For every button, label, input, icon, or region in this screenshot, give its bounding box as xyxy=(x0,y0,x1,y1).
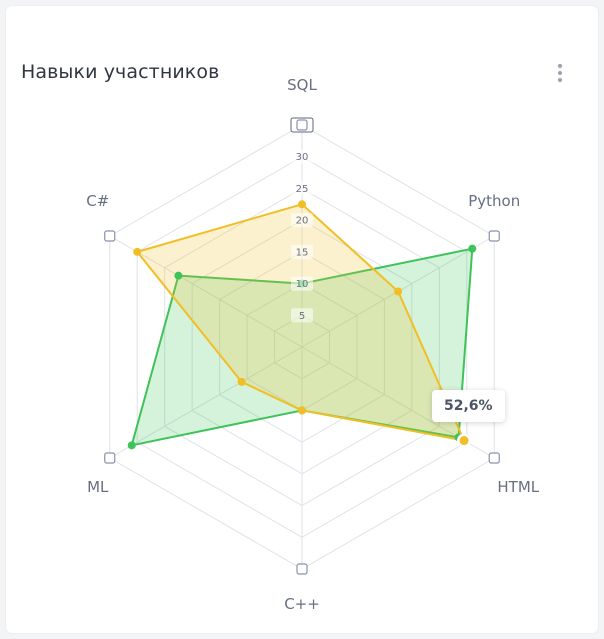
series-green-point xyxy=(174,271,183,280)
tick-label-bg xyxy=(291,244,313,259)
axis-marker xyxy=(104,452,116,464)
series-yellow-point xyxy=(133,247,142,256)
tick-label-bg xyxy=(291,181,313,196)
series-yellow-point xyxy=(394,287,403,296)
tick-label-bg xyxy=(291,276,313,291)
series-green-point xyxy=(468,244,477,253)
axis-label: ML xyxy=(87,478,109,496)
chart-title: Навыки участников xyxy=(21,61,220,83)
tick-label-bg xyxy=(291,213,313,228)
tick-label-bg xyxy=(291,308,313,323)
axis-marker xyxy=(296,119,308,131)
series-green-point xyxy=(127,441,136,450)
axis-marker xyxy=(488,230,500,242)
tick-label: 15 xyxy=(296,247,309,258)
axis-marker xyxy=(296,563,308,575)
grid-spoke xyxy=(109,346,303,459)
axis-label: C# xyxy=(86,192,109,210)
data-tooltip: 52,6% xyxy=(432,390,505,422)
axis-marker xyxy=(104,230,116,242)
more-menu-icon[interactable] xyxy=(550,60,570,86)
axis-label: Python xyxy=(468,192,520,210)
axis-label: C++ xyxy=(284,595,320,613)
series-yellow-point xyxy=(298,200,306,209)
series-yellow-point-highlighted xyxy=(459,436,469,446)
axis-label: SQL xyxy=(287,76,317,94)
series-yellow-point xyxy=(298,406,306,415)
series-yellow-point xyxy=(237,377,246,386)
axis-label: HTML xyxy=(497,478,539,496)
tick-label-bg xyxy=(291,149,313,164)
tick-label: 25 xyxy=(296,184,309,195)
tick-label: 5 xyxy=(299,311,305,322)
tick-label: 10 xyxy=(296,279,309,290)
tick-label: 20 xyxy=(296,216,309,227)
grid-spoke xyxy=(109,235,303,348)
axis-marker xyxy=(488,452,500,464)
tick-label: 30 xyxy=(296,152,309,163)
